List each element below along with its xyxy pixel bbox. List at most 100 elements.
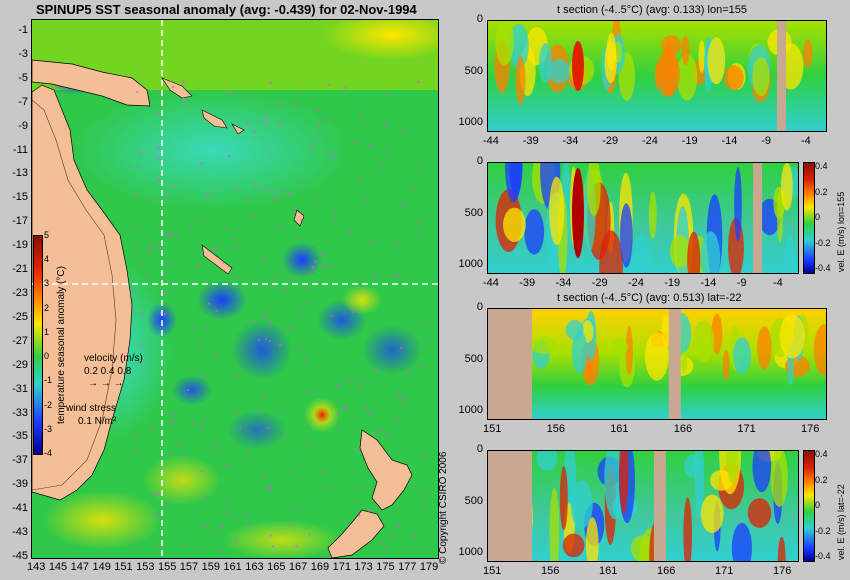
section-field — [495, 163, 798, 273]
depth-tick-label: 0 — [476, 301, 483, 313]
lon-tick-label: 177 — [398, 561, 417, 573]
lat-tick-label: -29 — [12, 358, 28, 371]
velocity-colorbar-tick: -0.4 — [815, 551, 831, 561]
velocity-legend-label: velocity (m/s) — [84, 353, 143, 364]
section-title: t section (-4..5°C) (avg: 0.133) lon=155 — [557, 4, 747, 16]
lat-tick-label: -31 — [12, 382, 28, 395]
section-x-tick-label: -44 — [483, 135, 499, 147]
section-x-tick-label: -39 — [519, 277, 536, 289]
depth-tick-label: 1000 — [458, 116, 483, 129]
velocity-colorbar-label: vel. E (m/s) lat=-22 — [836, 484, 846, 560]
lon-tick-label: 165 — [267, 561, 286, 573]
wind-stress-legend-scale: 0.1 N/m² — [78, 416, 117, 427]
velocity-colorbar-tick: 0 — [815, 500, 821, 510]
section-x-tick-label: -9 — [761, 135, 772, 147]
lon-tick-label: 163 — [245, 561, 264, 573]
depth-tick-label: 1000 — [458, 404, 483, 417]
section-x-tick-label: 156 — [546, 423, 565, 435]
depth-tick-label: 500 — [464, 206, 483, 219]
lon-tick-label: 171 — [332, 561, 351, 573]
section-x-tick-label: -19 — [664, 277, 681, 289]
lon-tick-label: 149 — [92, 561, 111, 573]
lat-tick-label: -25 — [12, 310, 28, 323]
depth-tick-label: 0 — [476, 13, 483, 25]
section-x-tick-label: -44 — [483, 277, 499, 289]
lon-tick-label: 175 — [376, 561, 395, 573]
lon-tick-label: 143 — [27, 561, 46, 573]
wind-stress-legend-label: wind stress — [66, 403, 117, 414]
section-x-tick-label: 151 — [483, 423, 502, 435]
new-zealand-landmass — [359, 429, 413, 511]
section-x-tick-label: -14 — [721, 135, 738, 147]
section-x-tick-label: -29 — [602, 135, 619, 147]
map-colorbar-tick: -2 — [44, 399, 53, 410]
section-x-tick-label: -9 — [736, 277, 747, 289]
lon-tick-label: 151 — [114, 561, 133, 573]
lon-tick-label: 161 — [223, 561, 242, 573]
depth-tick-label: 1000 — [458, 258, 483, 271]
section-x-tick-label: 166 — [673, 423, 693, 435]
lon-tick-label: 167 — [288, 561, 308, 573]
lon-tick-label: 145 — [48, 561, 68, 573]
section-panel — [487, 20, 827, 132]
lat-tick-label: -1 — [18, 24, 28, 36]
lat-tick-label: -21 — [12, 263, 28, 276]
lat-tick-label: -23 — [12, 287, 28, 299]
velocity-colorbar-label: vel. E (m/s) lon=155 — [836, 191, 846, 272]
sst-anomaly-map — [31, 19, 439, 559]
section-x-tick-label: 161 — [610, 423, 629, 435]
depth-tick-label: 500 — [464, 64, 483, 77]
section-x-tick-label: 166 — [657, 565, 676, 577]
map-colorbar-tick: 5 — [44, 230, 50, 240]
velocity-legend-scale: 0.2 0.4 0.8 — [84, 366, 132, 377]
section-x-tick-label: -14 — [700, 277, 717, 289]
depth-tick-label: 0 — [476, 443, 483, 455]
lat-tick-label: -7 — [18, 95, 28, 108]
lon-tick-label: 147 — [70, 561, 89, 573]
velocity-colorbar-tick: -0.2 — [815, 237, 831, 248]
section-panel — [487, 162, 799, 274]
section-x-tick-label: -19 — [681, 135, 698, 147]
section-x-tick-label: 171 — [737, 423, 756, 435]
lat-tick-label: -17 — [12, 215, 28, 228]
copyright-notice: © Copyright CSIRO 2006 — [438, 451, 449, 564]
velocity-colorbar — [803, 450, 815, 562]
section-x-tick-label: -4 — [773, 277, 783, 289]
lat-tick-label: -13 — [12, 167, 28, 180]
lat-tick-label: -5 — [18, 71, 28, 84]
velocity-colorbar-tick: 0.4 — [815, 449, 828, 459]
map-colorbar-tick: 1 — [44, 326, 50, 337]
map-colorbar-tick: 4 — [44, 254, 50, 265]
lon-tick-label: 173 — [354, 561, 373, 573]
lat-tick-label: -43 — [12, 526, 28, 539]
section-x-tick-label: -34 — [555, 277, 572, 289]
section-panel — [487, 450, 799, 562]
section-x-tick-label: 151 — [483, 565, 502, 577]
section-field — [488, 309, 826, 419]
section-x-tick-label: -4 — [801, 135, 811, 147]
section-x-tick-label: 176 — [801, 423, 820, 435]
velocity-colorbar-tick: -0.4 — [815, 263, 831, 273]
lat-tick-label: -39 — [12, 478, 28, 491]
velocity-legend-arrows: → → → — [88, 378, 124, 389]
section-land-mask — [488, 309, 532, 419]
lat-tick-label: -3 — [18, 47, 28, 60]
lon-tick-label: 159 — [201, 561, 220, 573]
section-field — [494, 21, 813, 131]
section-x-tick-label: 161 — [599, 565, 618, 577]
depth-tick-label: 500 — [464, 494, 483, 507]
depth-tick-label: 0 — [476, 155, 483, 167]
section-land-mask — [777, 21, 786, 131]
section-x-tick-label: 156 — [541, 565, 560, 577]
lat-tick-label: -45 — [12, 550, 28, 562]
section-x-tick-label: -29 — [591, 277, 608, 289]
map-colorbar-tick: -4 — [44, 448, 53, 458]
lat-tick-label: -33 — [12, 406, 28, 419]
section-title: t section (-4..5°C) (avg: 0.513) lat=-22 — [557, 292, 742, 304]
map-colorbar — [33, 235, 43, 455]
section-x-tick-label: -39 — [522, 135, 539, 147]
lat-tick-label: -37 — [12, 454, 28, 467]
lon-tick-label: 169 — [310, 561, 330, 573]
section-x-tick-label: -34 — [562, 135, 579, 147]
lat-tick-label: -9 — [18, 119, 28, 132]
